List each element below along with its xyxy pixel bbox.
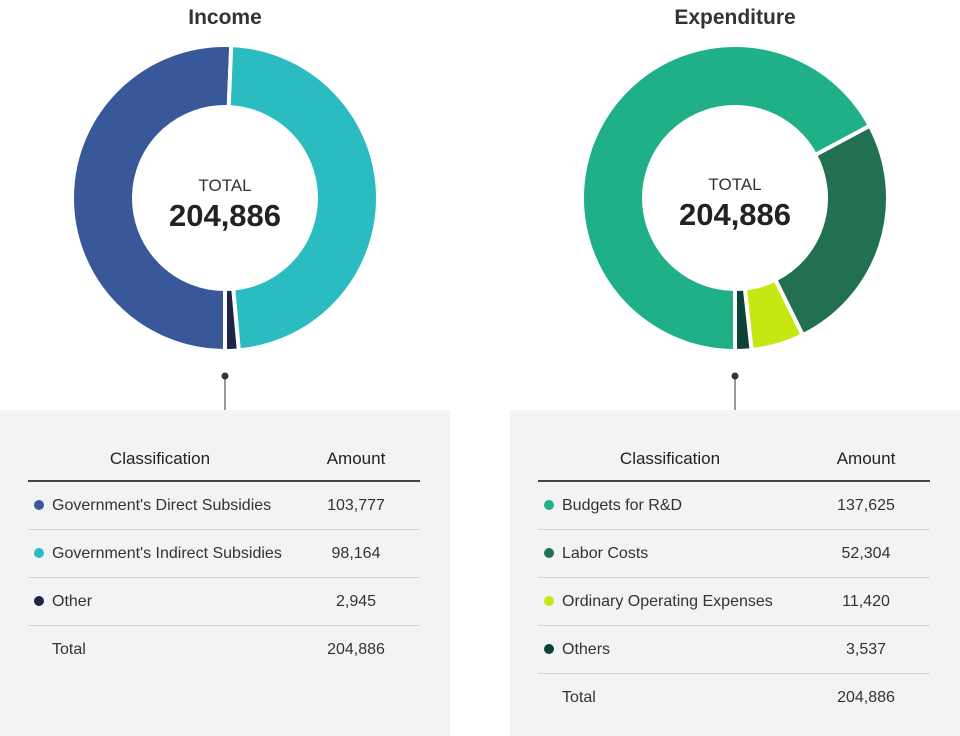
legend-dot [34, 547, 44, 558]
legend-dot [544, 643, 554, 654]
table-row: Ordinary Operating Expenses 11,420 [538, 577, 930, 626]
row-amount: 137,625 [802, 481, 930, 530]
center-total-label: TOTAL [198, 176, 251, 195]
total-amount: 204,886 [837, 688, 895, 706]
table-row: Others 3,537 [538, 625, 930, 674]
center-total-value: 204,886 [169, 198, 281, 233]
table-total-row: Total 204,886 [538, 674, 930, 722]
legend-dot [544, 499, 554, 510]
row-amount: 52,304 [802, 529, 930, 578]
donut-slice-3 [223, 286, 241, 354]
table-total-row: Total 204,886 [28, 626, 420, 674]
row-amount: 98,164 [292, 529, 420, 578]
income-table-box: Classification Amount Government's Direc… [0, 410, 450, 736]
chart-title: Expenditure [674, 6, 796, 29]
total-label: Total [52, 640, 86, 658]
table-header-row: Classification Amount [538, 438, 930, 482]
table-row: Other 2,945 [28, 577, 420, 626]
header-classification: Classification [538, 438, 802, 482]
legend-dot [544, 547, 554, 558]
table-row: Government's Indirect Subsidies 98,164 [28, 529, 420, 578]
header-classification: Classification [28, 438, 292, 482]
row-amount: 3,537 [802, 625, 930, 674]
income-donut-chart: TOTAL 204,886 [70, 43, 380, 410]
income-table: Classification Amount Government's Direc… [28, 438, 420, 673]
legend-dot [34, 595, 44, 606]
total-amount: 204,886 [327, 640, 385, 658]
row-label: Others [562, 640, 611, 658]
row-label: Government's Direct Subsidies [52, 496, 272, 514]
row-label: Ordinary Operating Expenses [562, 592, 773, 610]
center-total-value: 204,886 [679, 197, 791, 232]
row-label: Labor Costs [562, 544, 649, 562]
legend-dot [544, 595, 554, 606]
expenditure-table-box: Classification Amount Budgets for R&D 13… [510, 410, 960, 736]
chart-title: Income [188, 6, 262, 29]
row-amount: 11,420 [802, 577, 930, 626]
table-row: Government's Direct Subsidies 103,777 [28, 481, 420, 530]
donut-slice-2 [772, 123, 890, 338]
row-label: Budgets for R&D [562, 496, 683, 514]
donut-slice-1 [70, 43, 234, 354]
center-total-label: TOTAL [708, 175, 761, 194]
expenditure-table: Classification Amount Budgets for R&D 13… [538, 438, 930, 721]
header-amount: Amount [292, 438, 420, 482]
expenditure-donut-chart: TOTAL 204,886 [580, 43, 890, 410]
header-amount: Amount [802, 438, 930, 482]
row-amount: 2,945 [292, 577, 420, 626]
table-header-row: Classification Amount [28, 438, 420, 482]
legend-dot [34, 499, 44, 510]
total-label: Total [562, 688, 596, 706]
table-row: Labor Costs 52,304 [538, 529, 930, 578]
donut-slice-2 [226, 43, 380, 353]
expenditure-panel: Expenditure TOTAL 204,886 Classification… [510, 0, 960, 736]
table-row: Budgets for R&D 137,625 [538, 481, 930, 530]
row-label: Other [52, 592, 93, 610]
connector-dot [731, 372, 739, 380]
donut-slice-1 [580, 43, 873, 354]
donut-slice-4 [733, 286, 754, 354]
connector-dot [221, 372, 229, 380]
income-panel: Income TOTAL 204,886 Classification Amou… [0, 0, 450, 736]
row-amount: 103,777 [292, 481, 420, 530]
row-label: Government's Indirect Subsidies [52, 544, 282, 562]
